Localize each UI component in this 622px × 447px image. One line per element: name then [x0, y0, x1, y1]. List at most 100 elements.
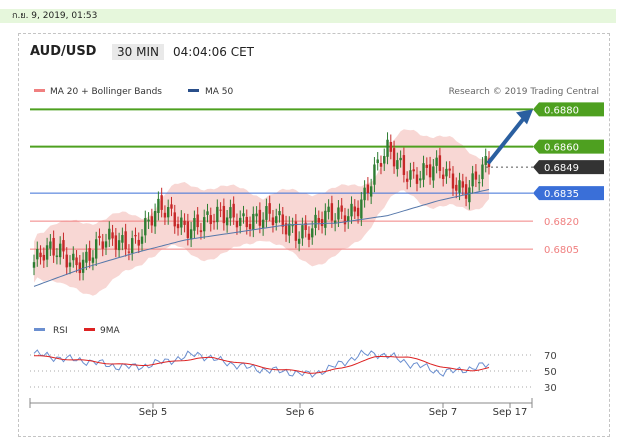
- candle-body: [438, 155, 442, 171]
- candle-body: [252, 213, 255, 230]
- candle-body: [157, 198, 160, 213]
- candle-body: [484, 156, 487, 165]
- ma50-legend-swatch: [188, 89, 199, 92]
- candle-body: [340, 205, 343, 212]
- candle-body: [343, 215, 347, 225]
- rsi-tick-2: 30: [544, 383, 557, 394]
- candle-body: [42, 254, 46, 261]
- candle-body: [68, 262, 72, 267]
- pair-title: AUD/USD: [30, 44, 97, 59]
- candle-body: [311, 228, 314, 238]
- candle-body: [441, 174, 445, 179]
- x-tick-label-3: Sep 17: [493, 407, 528, 418]
- level-label-1: 0.6860: [544, 143, 579, 154]
- candle-body: [275, 216, 278, 224]
- level-label-0: 0.6880: [544, 105, 579, 116]
- candle-body: [363, 187, 366, 201]
- candle-body: [49, 241, 52, 249]
- candle-body: [383, 156, 386, 164]
- candle-body: [219, 209, 222, 211]
- candle-body: [458, 180, 461, 193]
- x-tick-label-0: Sep 5: [139, 407, 167, 418]
- candle-body: [209, 215, 212, 225]
- candle-body: [471, 173, 474, 187]
- candle-body: [72, 253, 75, 261]
- candle-body: [153, 210, 157, 227]
- level-tag-1: [533, 139, 604, 154]
- candle-body: [88, 248, 91, 261]
- candle-body: [451, 173, 455, 189]
- level-label-2: 0.6849: [544, 163, 579, 174]
- candle-body: [481, 164, 484, 180]
- candle-body: [402, 155, 406, 175]
- rsi-tick-1: 50: [544, 367, 557, 378]
- candle-body: [186, 221, 190, 238]
- candle-body: [248, 223, 252, 230]
- candle-body: [176, 224, 180, 229]
- candle-body: [284, 223, 288, 235]
- candle-body: [265, 206, 268, 220]
- candle-body: [337, 207, 340, 220]
- ma20-legend-label: MA 20 + Bollinger Bands: [50, 87, 162, 97]
- bollinger-band: [34, 129, 489, 296]
- candle-body: [314, 214, 317, 228]
- candle-body: [183, 220, 186, 225]
- ma20-legend-swatch: [34, 89, 45, 92]
- candle-body: [409, 170, 412, 180]
- candle-body: [75, 257, 78, 266]
- candle-body: [147, 219, 150, 222]
- candle-body: [405, 178, 409, 182]
- candle-body: [117, 240, 121, 251]
- candle-body: [39, 252, 42, 258]
- datetime-bar: ก.ย. 9, 2019, 01:53: [0, 9, 616, 23]
- x-tick-label-1: Sep 6: [286, 407, 314, 418]
- candle-body: [396, 160, 399, 170]
- candle-body: [193, 218, 196, 231]
- candle-body: [333, 220, 337, 224]
- candle-body: [58, 243, 62, 258]
- candle-body: [350, 203, 353, 217]
- candle-body: [245, 216, 248, 228]
- candle-body: [379, 163, 383, 167]
- candle-body: [199, 230, 203, 233]
- candle-body: [301, 225, 304, 239]
- rsi-ma-line: [33, 355, 490, 374]
- candle-body: [304, 222, 307, 230]
- candle-body: [428, 164, 432, 178]
- candle-body: [144, 218, 147, 236]
- candle-body: [294, 221, 298, 241]
- candle-body: [291, 225, 294, 227]
- candle-body: [386, 139, 389, 157]
- candle-body: [101, 241, 104, 249]
- candle-body: [131, 238, 134, 254]
- candle-body: [52, 237, 55, 256]
- candle-body: [111, 232, 114, 239]
- rsi-legend-swatch: [34, 328, 45, 331]
- candle-body: [455, 184, 458, 191]
- candle-body: [225, 217, 229, 226]
- candle-body: [212, 221, 216, 223]
- candle-body: [356, 207, 360, 217]
- ma50-legend-label: MA 50: [205, 87, 234, 97]
- chart-frame: [18, 33, 610, 437]
- candle-body: [235, 220, 239, 228]
- candle-body: [353, 206, 356, 212]
- candle-body: [114, 235, 118, 250]
- candle-body: [81, 259, 85, 273]
- candle-body: [327, 206, 330, 213]
- candle-body: [104, 241, 108, 248]
- candle-body: [432, 166, 435, 181]
- candle-body: [360, 199, 363, 219]
- candle-body: [189, 229, 193, 240]
- candle-body: [415, 174, 419, 184]
- candle-body: [167, 207, 170, 218]
- header-time: 04:04:06 CET: [173, 45, 254, 59]
- candle-body: [134, 235, 137, 237]
- candle-body: [268, 203, 271, 214]
- level-tag-2: [533, 160, 604, 175]
- timeframe-badge: 30 MIN: [112, 44, 164, 60]
- candle-body: [163, 212, 167, 218]
- rsi-legend-label: RSI: [53, 326, 68, 336]
- rsi-line: [33, 349, 490, 378]
- rsi-ma-legend-label: 9MA: [100, 326, 120, 336]
